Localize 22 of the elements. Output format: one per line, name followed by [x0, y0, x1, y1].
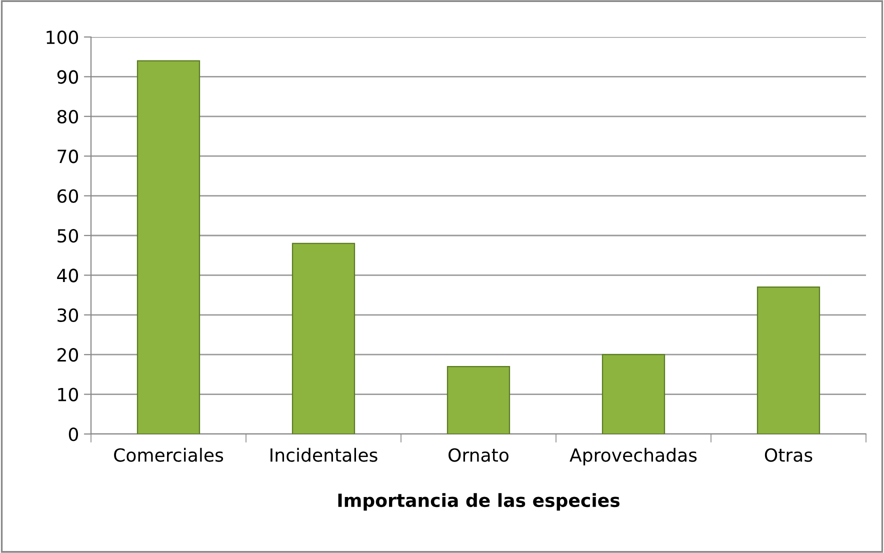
- y-tick-label: 60: [57, 189, 78, 203]
- bar: [136, 60, 200, 434]
- bar: [446, 366, 510, 434]
- x-tick-label: Ornato: [448, 448, 508, 462]
- y-tick-label: 80: [57, 110, 78, 124]
- y-tick-label: 10: [58, 388, 78, 402]
- x-tick-label: Incidentales: [270, 448, 378, 462]
- y-tick-label: 40: [57, 268, 78, 282]
- y-tick-label: 50: [58, 228, 78, 243]
- y-tick-label: 100: [46, 30, 78, 44]
- y-tick-label: 20: [58, 348, 78, 362]
- bar: [292, 242, 356, 434]
- bar: [756, 286, 820, 434]
- y-tick-label: 70: [58, 150, 78, 164]
- x-tick-label: Aprovechadas: [570, 448, 697, 466]
- bar: [602, 354, 666, 434]
- y-tick-label: 90: [57, 70, 78, 84]
- x-tick-label: Otras: [764, 448, 812, 462]
- x-axis-title: Importancia de las especies: [338, 493, 620, 511]
- y-tick-label: 30: [58, 308, 78, 322]
- x-tick-label: Comerciales: [114, 448, 224, 462]
- y-tick-label: 0: [68, 427, 78, 442]
